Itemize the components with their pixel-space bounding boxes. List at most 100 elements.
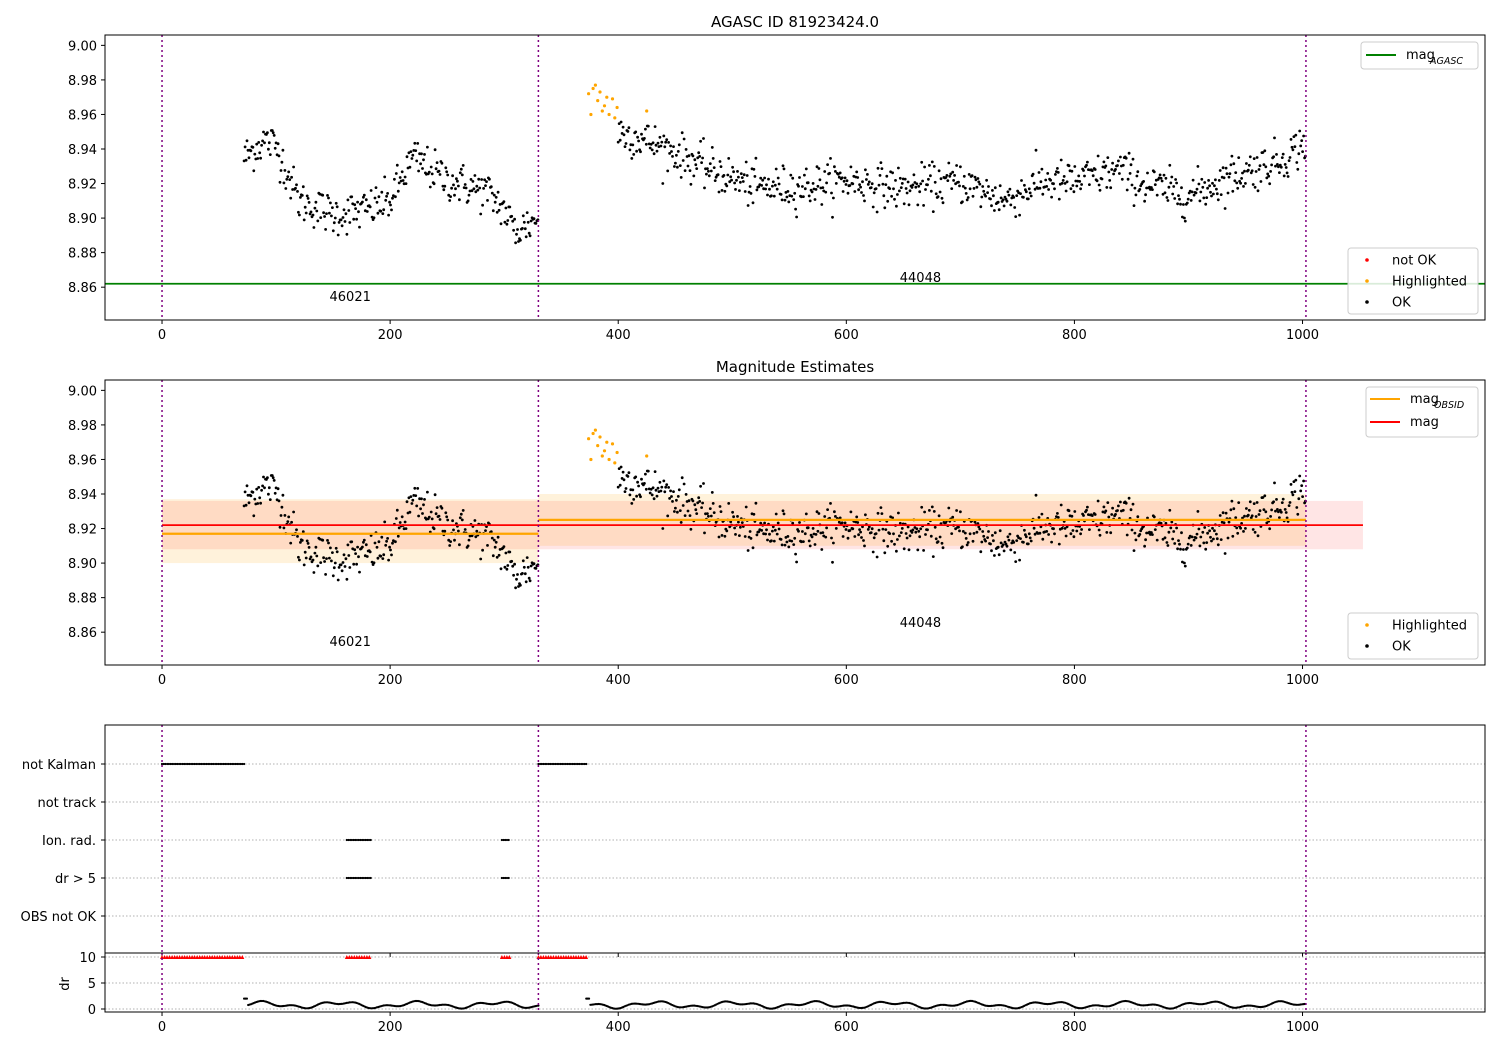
ok-point: [871, 205, 875, 209]
ok-point: [676, 510, 679, 514]
flag-point: [504, 838, 507, 842]
ok-point: [279, 169, 283, 172]
ok-point: [800, 540, 803, 544]
ok-point: [697, 496, 701, 500]
ok-point: [1286, 175, 1290, 178]
ok-point: [506, 564, 510, 567]
ok-point: [870, 182, 874, 186]
ok-point: [729, 175, 733, 179]
ok-point: [404, 182, 408, 186]
ok-point: [676, 495, 680, 498]
ok-point: [886, 199, 890, 203]
ok-point: [394, 517, 398, 520]
ok-point: [478, 186, 482, 190]
flag-point: [239, 762, 242, 766]
ok-point: [344, 557, 348, 561]
ok-point: [898, 176, 902, 180]
ok-point: [397, 181, 401, 185]
ok-point: [1119, 155, 1122, 159]
ok-point: [1014, 560, 1018, 563]
ok-point: [1284, 511, 1288, 514]
flag-point: [564, 762, 567, 766]
flag-point: [237, 762, 241, 766]
ok-point: [382, 553, 386, 557]
ok-point: [384, 198, 388, 202]
ok-point: [1169, 526, 1173, 530]
ok-point: [993, 186, 997, 190]
ok-point: [362, 193, 366, 197]
highlighted-point: [613, 116, 617, 120]
flag-point: [573, 762, 576, 766]
ok-point: [705, 172, 708, 176]
ok-point: [672, 490, 675, 493]
x-tick-label: 1000: [1286, 1020, 1319, 1035]
ok-point: [776, 176, 780, 180]
ok-point: [621, 470, 625, 474]
ok-point: [737, 520, 740, 524]
ok-point: [780, 198, 784, 202]
ok-point: [1014, 215, 1018, 219]
ok-point: [936, 540, 940, 543]
ok-point: [879, 506, 883, 509]
ok-point: [661, 527, 665, 530]
ok-point: [1241, 171, 1244, 175]
ok-point: [689, 182, 693, 186]
ok-point: [1069, 532, 1073, 536]
ok-point: [508, 205, 512, 209]
ok-point: [831, 215, 834, 219]
ok-point: [385, 539, 388, 543]
ok-point: [322, 556, 325, 560]
ok-point: [1229, 163, 1233, 167]
ok-point: [1234, 516, 1238, 519]
ok-point: [759, 176, 763, 180]
ok-point: [801, 530, 804, 533]
ok-point: [767, 177, 770, 181]
ok-point: [832, 196, 835, 200]
ok-point: [365, 210, 369, 213]
ok-point: [1072, 535, 1076, 539]
ok-point: [923, 510, 926, 514]
ok-point: [669, 144, 672, 148]
ok-point: [971, 194, 975, 198]
ok-point: [624, 142, 628, 145]
ok-point: [444, 166, 448, 170]
ok-point: [1110, 168, 1114, 171]
ok-point: [1096, 499, 1100, 503]
ok-point: [871, 550, 875, 554]
ok-point: [987, 185, 990, 188]
flag-point: [208, 762, 211, 766]
ok-point: [706, 512, 709, 515]
ok-point: [1119, 500, 1122, 504]
dr-tick-label: 10: [79, 951, 96, 966]
ok-point: [649, 487, 653, 491]
ok-point: [757, 185, 761, 189]
ok-point: [689, 527, 693, 531]
ok-point: [1026, 542, 1030, 546]
ok-point: [1018, 558, 1021, 562]
ok-point: [808, 199, 812, 203]
ok-point: [394, 195, 397, 199]
highlighted-point: [607, 112, 611, 117]
ok-point: [286, 520, 290, 523]
ok-point: [1022, 540, 1025, 544]
flag-point: [225, 762, 229, 766]
ok-point: [477, 177, 481, 181]
ok-point: [1222, 176, 1226, 180]
ok-point: [950, 532, 954, 535]
ok-point: [725, 529, 729, 533]
ok-point: [515, 577, 518, 581]
ok-point: [655, 149, 659, 153]
ok-point: [863, 544, 866, 548]
ok-point: [1241, 516, 1244, 520]
ok-point: [770, 194, 773, 198]
ok-point: [256, 157, 260, 160]
ok-point: [1278, 171, 1281, 175]
ok-point: [659, 144, 663, 148]
ok-point: [848, 184, 852, 187]
ok-point: [311, 213, 315, 217]
ok-point: [709, 514, 713, 518]
ok-point: [768, 187, 771, 191]
legend-dot-swatch: [1365, 279, 1369, 283]
flag-point: [203, 762, 206, 766]
ok-point: [792, 543, 796, 546]
